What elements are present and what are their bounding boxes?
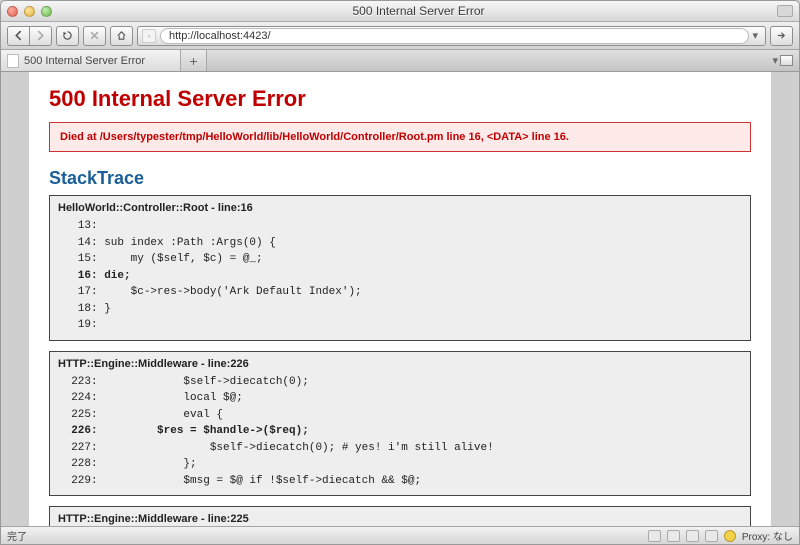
code-line: 229: $msg = $@ if !$self->diecatch && $@…	[58, 473, 742, 490]
url-input[interactable]: http://localhost:4423/	[160, 28, 749, 44]
code-line: 19:	[58, 317, 742, 334]
url-text: http://localhost:4423/	[169, 30, 271, 42]
traffic-lights	[7, 6, 52, 17]
new-tab-button[interactable]: +	[181, 50, 207, 71]
code-line: 226: $res = $handle->($req);	[58, 423, 742, 440]
status-icon-4[interactable]	[705, 530, 718, 542]
titlebar-button[interactable]	[777, 5, 793, 17]
go-button[interactable]	[770, 26, 793, 46]
proxy-status: Proxy: なし	[742, 528, 793, 543]
status-icon-1[interactable]	[648, 530, 661, 542]
location-bar: ◦ http://localhost:4423/ ▾	[137, 26, 766, 46]
code-line: 15: my ($self, $c) = @_;	[58, 251, 742, 268]
zoom-window-button[interactable]	[41, 6, 52, 17]
code-line: 227: $self->diecatch(0); # yes! i'm stil…	[58, 440, 742, 457]
code-line: 225: eval {	[58, 407, 742, 424]
status-icon-2[interactable]	[667, 530, 680, 542]
code-line: 228: };	[58, 456, 742, 473]
stack-frame: HTTP::Engine::Middleware - line:225 222:…	[49, 506, 751, 526]
browser-window: 500 Internal Server Error ◦ http://local…	[0, 0, 800, 545]
tab-title: 500 Internal Server Error	[24, 55, 145, 67]
code-line: 16: die;	[58, 268, 742, 285]
page-heading: 500 Internal Server Error	[49, 86, 751, 112]
stacktrace-list: HelloWorld::Controller::Root - line:16 1…	[49, 195, 751, 526]
back-button[interactable]	[7, 26, 30, 46]
minimize-window-button[interactable]	[24, 6, 35, 17]
stop-button[interactable]	[83, 26, 106, 46]
tab-active[interactable]: 500 Internal Server Error	[1, 50, 181, 71]
status-text: 完了	[7, 528, 27, 543]
forward-button[interactable]	[30, 26, 52, 46]
nav-buttons	[7, 26, 52, 46]
titlebar: 500 Internal Server Error	[1, 1, 799, 22]
stack-frame: HTTP::Engine::Middleware - line:226 223:…	[49, 351, 751, 497]
toolbar: ◦ http://localhost:4423/ ▾	[1, 22, 799, 50]
smiley-icon[interactable]	[724, 530, 736, 542]
stack-frame-header: HTTP::Engine::Middleware - line:226	[58, 358, 742, 370]
page-icon	[7, 54, 19, 68]
viewport: 500 Internal Server Error Died at /Users…	[1, 72, 799, 526]
status-bar: 完了 Proxy: なし	[1, 526, 799, 544]
code-line: 18: }	[58, 301, 742, 318]
stacktrace-heading: StackTrace	[49, 168, 751, 189]
code-line: 224: local $@;	[58, 390, 742, 407]
stack-frame: HelloWorld::Controller::Root - line:16 1…	[49, 195, 751, 341]
tabs-list-button[interactable]	[780, 55, 793, 66]
tabs-dropdown-icon[interactable]: ▾	[772, 54, 778, 67]
home-button[interactable]	[110, 26, 133, 46]
tab-bar: 500 Internal Server Error + ▾	[1, 50, 799, 72]
code-line: 17: $c->res->body('Ark Default Index');	[58, 284, 742, 301]
reload-button[interactable]	[56, 26, 79, 46]
url-dropdown-icon[interactable]: ▾	[749, 29, 761, 42]
code-line: 14: sub index :Path :Args(0) {	[58, 235, 742, 252]
error-message-box: Died at /Users/typester/tmp/HelloWorld/l…	[49, 122, 751, 152]
error-page: 500 Internal Server Error Died at /Users…	[29, 72, 771, 526]
close-window-button[interactable]	[7, 6, 18, 17]
stack-frame-header: HelloWorld::Controller::Root - line:16	[58, 202, 742, 214]
code-line: 223: $self->diecatch(0);	[58, 374, 742, 391]
window-title: 500 Internal Server Error	[60, 4, 777, 18]
site-identity-icon[interactable]: ◦	[142, 29, 156, 43]
code-line: 13:	[58, 218, 742, 235]
stack-frame-header: HTTP::Engine::Middleware - line:225	[58, 513, 742, 525]
status-icon-3[interactable]	[686, 530, 699, 542]
tab-overflow: ▾	[766, 50, 799, 71]
